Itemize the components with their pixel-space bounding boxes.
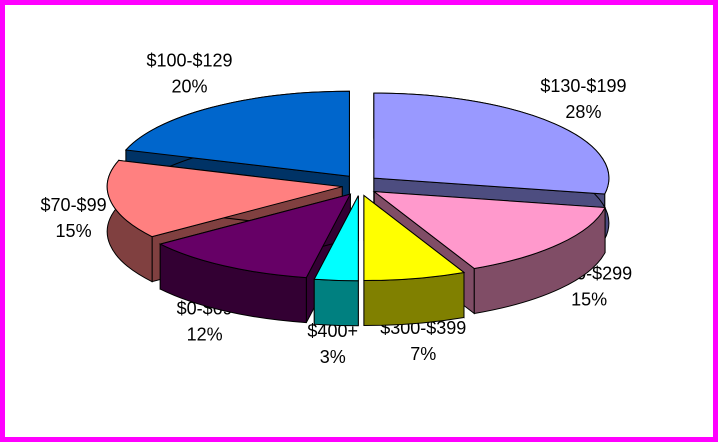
pie-slice [124, 90, 350, 177]
slice-value-label: 15% [56, 221, 92, 241]
slice-label: $130-$199 [540, 76, 626, 96]
pie-slice [363, 194, 466, 282]
slice-side [313, 278, 359, 327]
pie-slice [372, 191, 606, 270]
pie-slice [158, 193, 352, 279]
slice-value-label: 12% [187, 324, 223, 344]
slice-value-label: 15% [571, 290, 607, 310]
slice-value-label: 7% [410, 344, 436, 364]
pie-slice [106, 159, 343, 238]
chart: $130-$19928%$200-$29915%$300-$3997%$400+… [41, 50, 633, 367]
slice-label: $70-$99 [41, 195, 107, 215]
slice-label: $100-$129 [146, 50, 232, 70]
slice-value-label: 3% [320, 347, 346, 367]
pie-slice [313, 195, 359, 282]
pie-slice [373, 92, 610, 195]
slice-value-label: 28% [565, 102, 601, 122]
slice-value-label: 20% [172, 76, 208, 96]
